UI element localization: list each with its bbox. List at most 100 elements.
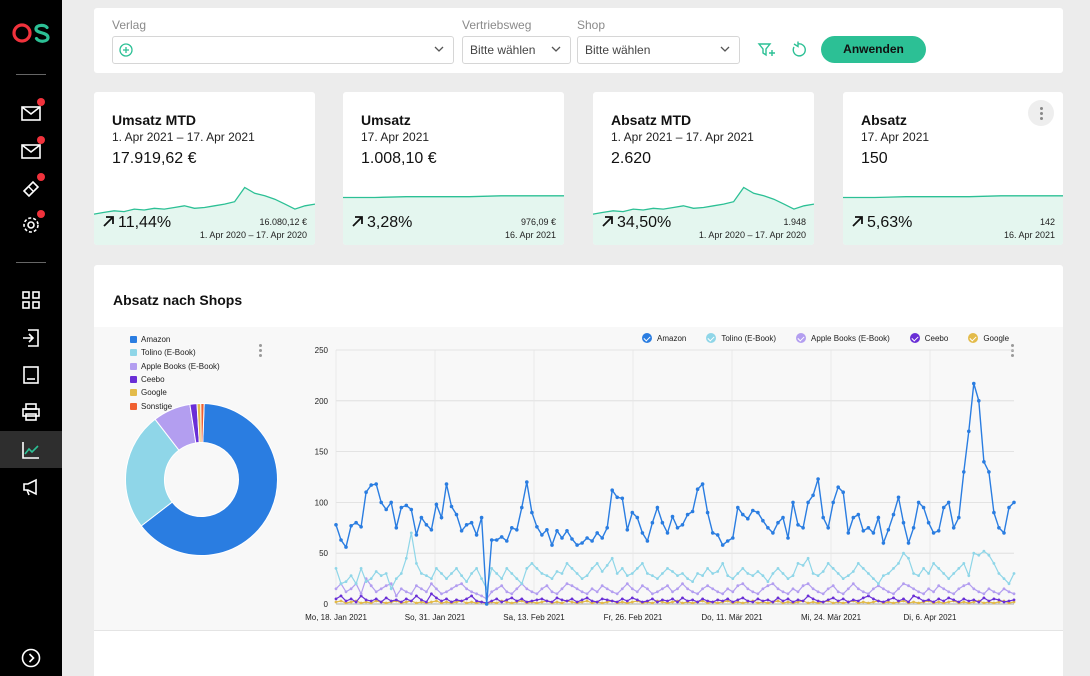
data-point[interactable]	[801, 564, 805, 567]
data-point[interactable]	[846, 600, 850, 604]
data-point[interactable]	[440, 599, 443, 603]
data-point[interactable]	[967, 601, 971, 605]
data-point[interactable]	[369, 584, 373, 588]
data-point[interactable]	[992, 590, 996, 594]
data-point[interactable]	[515, 577, 519, 580]
data-point[interactable]	[967, 429, 971, 434]
data-point[interactable]	[404, 556, 408, 560]
data-point[interactable]	[655, 505, 660, 510]
data-point[interactable]	[495, 572, 499, 575]
data-point[interactable]	[434, 502, 439, 507]
data-point[interactable]	[781, 601, 785, 605]
data-point[interactable]	[595, 590, 599, 594]
data-point[interactable]	[500, 577, 504, 580]
data-point[interactable]	[967, 599, 971, 603]
data-point[interactable]	[861, 600, 865, 604]
sidebar-item-settings[interactable]	[20, 210, 45, 236]
data-point[interactable]	[409, 507, 414, 512]
data-point[interactable]	[917, 596, 920, 600]
data-point[interactable]	[580, 541, 584, 545]
data-point[interactable]	[937, 597, 941, 601]
data-point[interactable]	[866, 526, 871, 530]
data-point[interactable]	[736, 572, 740, 575]
data-point[interactable]	[701, 599, 704, 603]
data-point[interactable]	[404, 600, 408, 604]
data-point[interactable]	[761, 518, 765, 523]
data-point[interactable]	[404, 590, 408, 594]
pie-legend-item[interactable]: Apple Books (E-Book)	[130, 360, 220, 373]
data-point[interactable]	[691, 601, 694, 605]
data-point[interactable]	[997, 572, 1001, 575]
data-point[interactable]	[841, 577, 845, 580]
data-point[interactable]	[630, 510, 635, 515]
data-point[interactable]	[786, 592, 790, 596]
data-point[interactable]	[781, 515, 785, 520]
data-point[interactable]	[716, 570, 720, 573]
data-point[interactable]	[369, 577, 373, 580]
data-point[interactable]	[450, 600, 453, 604]
data-point[interactable]	[696, 592, 699, 596]
data-point[interactable]	[861, 590, 865, 594]
data-point[interactable]	[846, 574, 850, 577]
data-point[interactable]	[661, 587, 664, 591]
data-point[interactable]	[439, 515, 444, 520]
data-point[interactable]	[666, 599, 669, 603]
data-point[interactable]	[520, 505, 524, 510]
data-point[interactable]	[545, 574, 549, 577]
data-point[interactable]	[927, 598, 930, 602]
data-point[interactable]	[625, 528, 630, 532]
data-point[interactable]	[816, 477, 820, 481]
data-point[interactable]	[379, 600, 383, 604]
data-point[interactable]	[620, 567, 624, 570]
data-point[interactable]	[982, 596, 986, 600]
data-point[interactable]	[836, 599, 840, 603]
data-point[interactable]	[545, 599, 549, 603]
data-point[interactable]	[691, 598, 694, 602]
data-point[interactable]	[977, 590, 981, 594]
data-point[interactable]	[756, 601, 760, 605]
data-point[interactable]	[892, 596, 895, 600]
data-point[interactable]	[490, 590, 494, 594]
data-point[interactable]	[455, 600, 458, 604]
data-point[interactable]	[394, 526, 399, 530]
data-point[interactable]	[736, 600, 740, 604]
sidebar-item-inbox[interactable]	[20, 136, 45, 162]
data-point[interactable]	[590, 587, 594, 591]
data-point[interactable]	[796, 523, 800, 527]
data-point[interactable]	[811, 493, 815, 498]
data-point[interactable]	[786, 536, 790, 540]
data-point[interactable]	[781, 599, 785, 603]
data-point[interactable]	[595, 600, 599, 604]
data-point[interactable]	[600, 597, 604, 601]
data-point[interactable]	[731, 590, 735, 594]
data-point[interactable]	[972, 598, 976, 602]
data-point[interactable]	[982, 592, 986, 596]
data-point[interactable]	[836, 572, 840, 575]
data-point[interactable]	[575, 572, 579, 575]
data-point[interactable]	[696, 600, 699, 604]
data-point[interactable]	[977, 600, 981, 604]
data-point[interactable]	[997, 598, 1001, 602]
data-point[interactable]	[671, 600, 674, 604]
data-point[interactable]	[671, 570, 674, 573]
data-point[interactable]	[721, 562, 725, 565]
sidebar-item-documents[interactable]	[20, 364, 42, 386]
data-point[interactable]	[560, 601, 564, 605]
data-point[interactable]	[560, 572, 564, 575]
data-point[interactable]	[525, 480, 529, 484]
line-legend-item[interactable]: Tolino (E-Book)	[706, 333, 776, 343]
data-point[interactable]	[872, 600, 875, 604]
data-point[interactable]	[344, 601, 348, 605]
data-point[interactable]	[425, 574, 428, 577]
data-point[interactable]	[610, 488, 614, 492]
data-point[interactable]	[540, 587, 544, 591]
data-point[interactable]	[641, 600, 644, 604]
data-point[interactable]	[369, 483, 373, 487]
line-legend-item[interactable]: Apple Books (E-Book)	[796, 333, 890, 343]
data-point[interactable]	[344, 545, 348, 549]
data-point[interactable]	[942, 587, 946, 591]
data-point[interactable]	[445, 590, 448, 594]
data-point[interactable]	[409, 531, 413, 535]
data-point[interactable]	[494, 538, 499, 542]
data-point[interactable]	[705, 510, 710, 515]
